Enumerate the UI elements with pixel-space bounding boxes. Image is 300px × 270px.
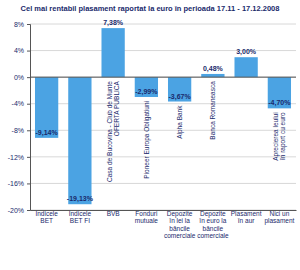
annotation: Alpha Bank	[176, 105, 184, 139]
x-tick-label-line: în euro la	[198, 217, 226, 224]
x-tick-label: Depoziteîn euro labăncilecomerciale	[197, 210, 229, 239]
y-tick: -8%	[12, 127, 30, 134]
y-tick-label: -16%	[8, 180, 24, 187]
bar	[268, 77, 291, 108]
annotation: Pioneer Europa Obligatiuni	[143, 101, 151, 179]
x-tick-label: Fondurimutuale	[135, 210, 159, 224]
x-axis: IndiceleBETIndiceleBET FIBVBFondurimutua…	[31, 210, 297, 239]
x-tick: Plasamentîn aur	[231, 210, 262, 224]
bar	[101, 28, 124, 77]
x-tick-label-line: BET FI	[70, 217, 90, 224]
x-tick: Nici unplasament	[264, 210, 294, 225]
x-tick-label: IndiceleBET FI	[69, 210, 92, 224]
data-label: -19,13%	[67, 195, 94, 203]
bar	[234, 57, 257, 77]
plot: 8%4%0%-4%-8%-12%-16%-20%IndiceleBETIndic…	[8, 19, 297, 239]
y-tick-mark	[27, 24, 30, 25]
bar	[35, 77, 58, 138]
y-tick-mark	[27, 104, 30, 105]
x-tick: Depoziteîn euro labăncilecomerciale	[197, 210, 229, 239]
data-label: 3,00%	[236, 48, 257, 56]
y-tick-label: 0%	[14, 74, 24, 81]
y-tick-label: 8%	[14, 21, 24, 28]
x-tick-label: Plasamentîn aur	[231, 210, 262, 224]
bars	[35, 28, 291, 204]
x-tick-label-line: băncile	[203, 225, 224, 232]
y-axis: 8% 4% 0% -4% -8% -12% -16% -20%	[8, 21, 31, 214]
bar	[135, 77, 158, 97]
data-label: -9,14%	[36, 129, 59, 137]
grid-line	[30, 77, 296, 78]
annotation-line: Alpha Bank	[176, 105, 184, 139]
x-tick-label: BVB	[107, 210, 120, 217]
chart-container: Cel mai rentabil plasament raportat la e…	[0, 0, 300, 270]
bar	[168, 77, 191, 101]
y-tick-mark	[27, 157, 30, 158]
data-label: -3,67%	[169, 93, 192, 101]
grid	[30, 24, 296, 210]
x-tick-label-line: BVB	[107, 210, 120, 217]
data-label: -4,70%	[268, 99, 291, 107]
x-tick-label-line: în aur	[237, 217, 255, 224]
x-tick-label-line: comerciale	[164, 232, 196, 239]
annotation-line: Casa de Bucovina - Club de Munte	[106, 81, 113, 182]
y-tick: -12%	[8, 154, 30, 161]
data-labels: -9,14% -19,13% 7,38% -2,99% -3,67% 0,48% 3,00%…	[36, 19, 292, 203]
data-label: 0,48%	[203, 65, 224, 73]
annotation: Banca Romaneasca	[209, 81, 216, 140]
x-tick-label-line: Plasament	[231, 210, 262, 217]
x-tick-label-line: plasament	[264, 217, 294, 225]
x-tick-label-line: mutuale	[135, 217, 159, 224]
annotations: Casa de Bucovina - Club de MunteOFERTA P…	[106, 80, 287, 181]
x-tick: Fondurimutuale	[135, 210, 159, 224]
x-tick-label: Depoziteîn lei labăncilecomerciale	[164, 210, 196, 239]
grid-line	[30, 24, 296, 25]
y-tick-mark	[27, 183, 30, 184]
x-tick-label-line: băncile	[169, 225, 190, 232]
y-tick: -16%	[8, 180, 30, 187]
data-label: -2,99%	[135, 88, 158, 96]
y-tick-mark	[27, 51, 30, 52]
x-tick: IndiceleBET FI	[69, 210, 92, 224]
data-label: 7,38%	[103, 19, 124, 27]
x-tick-label-line: BET	[40, 217, 53, 224]
annotation-line: OFERTA PUBLICA	[113, 80, 120, 136]
x-tick: BVB	[107, 210, 120, 217]
grid-line	[30, 50, 296, 51]
y-tick-label: -12%	[8, 154, 24, 161]
x-tick-label-line: în lei la	[168, 217, 190, 224]
y-tick: 8%	[14, 21, 30, 28]
annotation-line: Banca Romaneasca	[209, 81, 216, 140]
annotation: Aprecierea leuluiîn raport cu euro	[272, 112, 287, 161]
x-tick-label-line: Indicele	[69, 210, 92, 217]
y-tick-mark	[27, 130, 30, 131]
bar	[68, 77, 91, 204]
x-tick-label-line: Nici un	[269, 210, 289, 217]
y-tick: 4%	[14, 47, 30, 54]
y-tick: -20%	[8, 207, 30, 214]
y-tick-label: -8%	[12, 127, 24, 134]
x-tick-label-line: Fonduri	[135, 210, 157, 217]
x-tick: IndiceleBET	[35, 210, 58, 224]
y-tick-mark	[27, 77, 30, 78]
x-tick-label: IndiceleBET	[35, 210, 58, 224]
annotation-line: în raport cu euro	[279, 112, 287, 161]
y-tick: -4%	[12, 100, 30, 107]
y-tick-label: 4%	[14, 47, 24, 54]
title: Cel mai rentabil plasament raportat la e…	[21, 4, 280, 13]
y-axis-line	[27, 25, 31, 211]
annotation: Casa de Bucovina - Club de MunteOFERTA P…	[106, 80, 120, 181]
x-tick-label-line: comerciale	[197, 232, 229, 239]
y-tick-mark	[27, 210, 30, 211]
y-tick-label: -4%	[12, 100, 24, 107]
x-tick: Depoziteîn lei labăncilecomerciale	[164, 210, 196, 239]
y-tick-label: -20%	[8, 207, 24, 214]
chart-svg: Cel mai rentabil plasament raportat la e…	[0, 0, 300, 270]
x-tick-label-line: Indicele	[35, 210, 58, 217]
zero-line	[30, 77, 296, 78]
x-tick-label: Nici unplasament	[264, 210, 294, 225]
annotation-line: Pioneer Europa Obligatiuni	[143, 101, 151, 179]
y-tick: 0%	[14, 74, 30, 81]
